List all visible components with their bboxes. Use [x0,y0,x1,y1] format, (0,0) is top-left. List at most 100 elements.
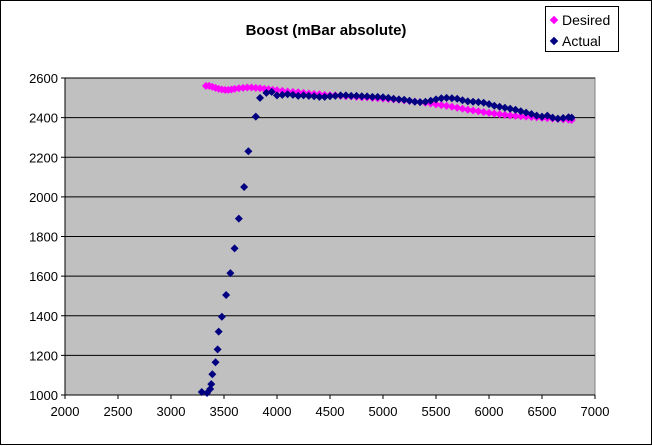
actual-point [394,95,403,104]
desired-point [479,108,488,117]
y-tick-label: 1200 [29,348,58,363]
desired-point [474,107,483,116]
grid-lines [65,77,595,356]
actual-point [368,92,377,101]
x-tick-label: 3000 [157,404,186,419]
legend: Desired Actual [545,6,619,52]
x-tick-label: 4000 [263,404,292,419]
x-tick-label: 2000 [51,404,80,419]
actual-point [532,111,541,120]
actual-point [315,92,324,101]
x-tick-label: 4500 [316,404,345,419]
desired-point [437,101,446,110]
series-desired [201,81,576,125]
actual-point [432,95,440,104]
actual-point [234,214,243,223]
y-tick-label: 2400 [29,111,58,126]
y-tick-label: 1400 [29,309,58,324]
actual-point [222,290,231,299]
actual-point [490,101,499,110]
desired-point [442,101,451,110]
actual-point [352,91,361,100]
x-tick-label: 5500 [422,404,451,419]
actual-point [294,91,303,100]
y-tick-label: 2200 [29,150,58,165]
x-tick-label: 6500 [528,404,557,419]
actual-point [299,91,308,100]
actual-point [506,104,515,113]
legend-label-desired: Desired [562,12,611,28]
actual-point [208,370,217,379]
actual-point [207,380,216,389]
actual-point [410,97,419,106]
desired-point [490,109,499,118]
legend-item-actual: Actual [549,33,601,49]
actual-point [304,91,313,100]
x-tick-label: 6000 [475,404,504,419]
y-tick-label: 1600 [29,269,58,284]
actual-point [567,113,576,122]
actual-point [267,87,276,96]
actual-point [447,94,456,103]
actual-point [559,114,568,123]
actual-point [230,244,239,253]
actual-point [363,92,372,101]
actual-point [500,103,509,112]
x-tick-label: 2500 [104,404,133,419]
actual-point [278,90,287,99]
actual-point [469,97,478,106]
desired-point [511,111,520,120]
actual-point [416,98,425,107]
actual-point [341,91,350,100]
actual-point [283,90,292,99]
actual-point [463,97,472,106]
x-tick-label: 7000 [581,404,610,419]
actual-point [437,94,446,103]
legend-marker-actual [549,36,559,46]
actual-point [553,114,562,123]
actual-point [357,92,366,101]
actual-point [336,91,345,100]
series-actual [197,87,576,398]
x-tick-label: 5000 [369,404,398,419]
actual-point [251,112,260,121]
actual-point [331,91,340,100]
y-tick-label: 1000 [29,388,58,403]
axis-lines [61,77,596,399]
actual-point [213,345,222,354]
actual-point [310,92,319,101]
desired-point [516,112,525,121]
y-tick-label: 2000 [29,190,58,205]
actual-point [458,96,467,105]
x-tick-label: 3500 [210,404,239,419]
desired-point [432,100,440,109]
actual-point [288,90,297,99]
legend-item-desired: Desired [549,12,611,28]
actual-point [262,88,271,97]
actual-point [495,102,504,111]
x-tick-labels: 2000 2500 3000 3500 4000 4500 5000 5500 6000 6500… [51,404,610,419]
chart-title: Boost (mBar absolute) [245,22,407,39]
desired-point [485,108,493,117]
y-tick-labels: 1000 1200 1400 1600 1800 2000 2200 2400 2600 [29,71,58,403]
desired-point [447,102,456,111]
y-tick-label: 2600 [29,71,58,86]
legend-marker-desired [549,15,559,25]
actual-point [211,358,220,367]
actual-point [197,388,206,397]
actual-point [474,98,483,107]
actual-point [405,96,414,105]
desired-point [469,106,478,115]
actual-point [320,92,329,101]
actual-point [379,93,387,102]
actual-point [256,93,265,102]
actual-point [214,327,223,336]
actual-point [326,92,334,101]
actual-point [217,312,226,321]
desired-point [506,111,515,120]
actual-point [538,112,546,121]
desired-point [453,103,462,112]
actual-point [389,94,398,103]
